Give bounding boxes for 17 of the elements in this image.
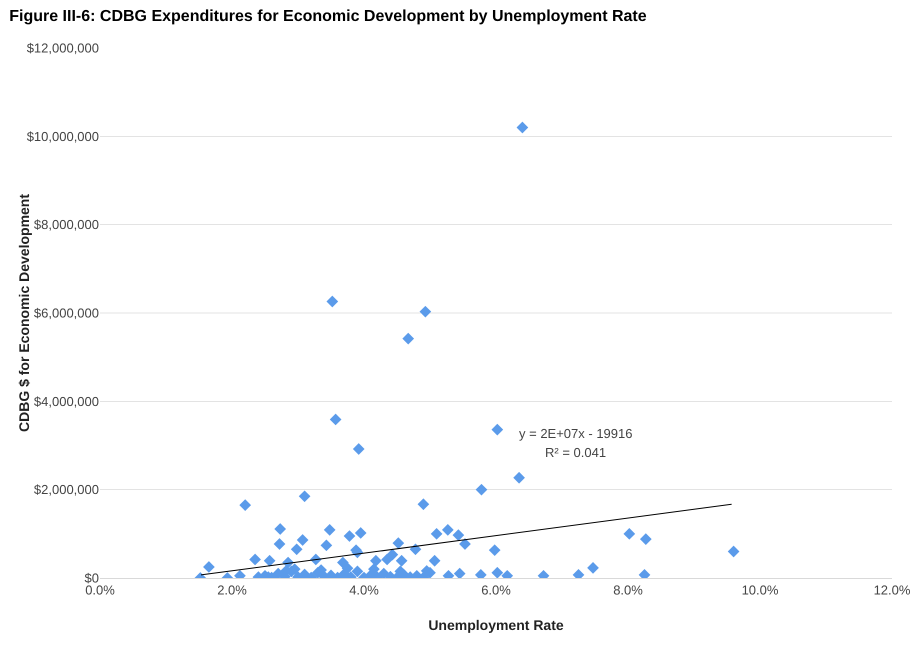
x-tick-label: 12.0%	[874, 582, 911, 598]
x-tick-label: 10.0%	[742, 582, 779, 598]
x-tick-label: 4.0%	[349, 582, 380, 598]
y-tick-label: $10,000,000	[26, 128, 99, 144]
y-axis-title: CDBG $ for Economic Development	[16, 194, 32, 432]
x-tick-label: 2.0%	[217, 582, 248, 598]
x-tick-label: 8.0%	[613, 582, 644, 598]
y-tick-label: $8,000,000	[34, 217, 99, 232]
annotation: y = 2E+07x - 19916	[519, 426, 632, 441]
x-tick-label: 6.0%	[481, 582, 512, 598]
y-tick-label: $4,000,000	[34, 394, 99, 409]
y-tick-label: $2,000,000	[34, 482, 99, 498]
y-tick-label: $6,000,000	[34, 306, 99, 321]
chart-title: Figure III-6: CDBG Expenditures for Economic Development by Unemployment Rate	[9, 8, 647, 25]
x-axis-title: Unemployment Rate	[428, 617, 564, 633]
annotation: R² = 0.041	[545, 445, 606, 460]
y-tick-label: $12,000,000	[26, 40, 99, 56]
